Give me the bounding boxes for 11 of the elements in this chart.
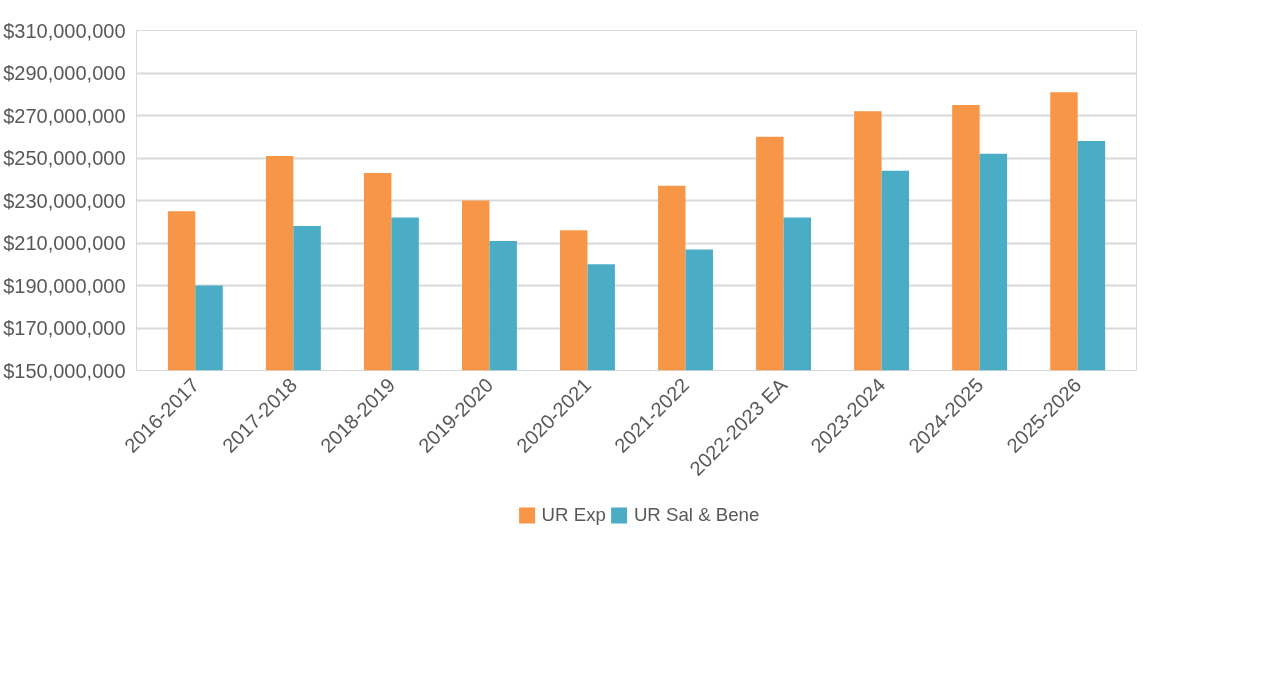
y-tick-label: $210,000,000 bbox=[3, 232, 126, 254]
legend-label: UR Sal & Bene bbox=[633, 504, 760, 526]
y-tick-label: $310,000,000 bbox=[3, 19, 126, 42]
y-tick-label: $230,000,000 bbox=[3, 189, 126, 212]
y-tick-label: $250,000,000 bbox=[3, 147, 126, 169]
legend-label: UR Exp bbox=[541, 504, 606, 526]
y-tick-label: $290,000,000 bbox=[3, 62, 126, 84]
y-tick-label: $190,000,000 bbox=[3, 274, 126, 297]
y-tick-label: $150,000,000 bbox=[3, 359, 126, 382]
y-tick-label: $270,000,000 bbox=[3, 104, 126, 127]
y-tick-label: $170,000,000 bbox=[3, 317, 126, 339]
